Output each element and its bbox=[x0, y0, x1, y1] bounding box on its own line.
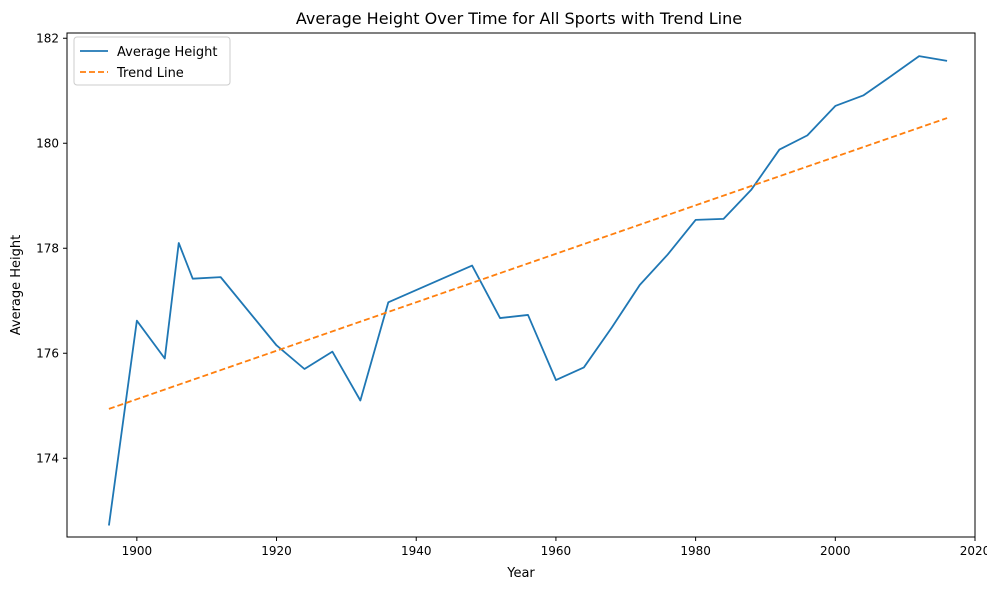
series-line-average-height bbox=[108, 55, 948, 526]
x-tick-label: 1900 bbox=[122, 544, 153, 558]
x-tick-label: 1980 bbox=[680, 544, 711, 558]
legend-box bbox=[73, 36, 231, 86]
x-tick-label: 1920 bbox=[261, 544, 292, 558]
x-tick-label: 2000 bbox=[820, 544, 851, 558]
x-tick-label: 1960 bbox=[541, 544, 572, 558]
chart-title: Average Height Over Time for All Sports … bbox=[296, 9, 742, 28]
x-tick-label: 2020 bbox=[960, 544, 987, 558]
legend-label-trend-line: Trend Line bbox=[116, 66, 184, 81]
plot-area bbox=[66, 32, 976, 538]
legend-label-average-height: Average Height bbox=[117, 45, 218, 60]
x-axis-title: Year bbox=[506, 566, 535, 581]
series-layer bbox=[108, 55, 948, 526]
legend: Average Height Trend Line bbox=[73, 36, 231, 86]
y-tick-label: 178 bbox=[36, 241, 59, 255]
y-tick-label: 180 bbox=[36, 136, 59, 150]
y-axis-title: Average Height bbox=[9, 235, 24, 336]
x-tick-label: 1940 bbox=[401, 544, 432, 558]
y-tick-label: 174 bbox=[36, 451, 59, 465]
y-tick-label: 182 bbox=[36, 31, 59, 45]
y-tick-label: 176 bbox=[36, 346, 59, 360]
series-line-trend-line bbox=[108, 117, 948, 410]
y-axis: 174 176 178 180 182 bbox=[36, 31, 67, 465]
x-axis: 1900 1920 1940 1960 1980 2000 2020 bbox=[122, 537, 987, 558]
